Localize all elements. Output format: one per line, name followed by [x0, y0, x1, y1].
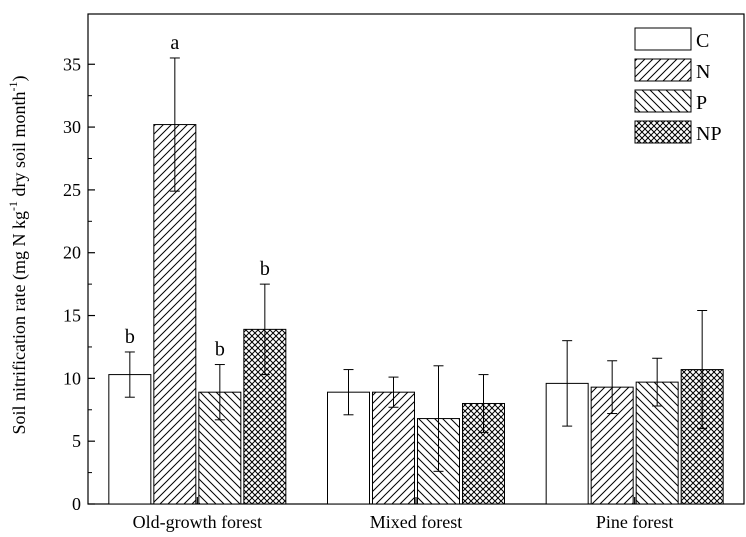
y-tick-label: 35 — [63, 54, 81, 74]
y-axis-label-main: Soil nitrification rate (mg N kg — [9, 211, 30, 434]
y-axis: 0 5 10 15 20 25 30 35 — [63, 54, 95, 514]
y-tick-label: 20 — [63, 243, 81, 263]
y-tick-label: 25 — [63, 180, 81, 200]
significance-letter: b — [125, 326, 135, 348]
x-category-label: Mixed forest — [370, 512, 462, 532]
y-axis-label-end: ) — [9, 76, 30, 82]
x-category-label: Pine forest — [596, 512, 673, 532]
y-axis-label: Soil nitrification rate (mg N kg-1 dry s… — [6, 76, 30, 435]
y-tick-label: 5 — [72, 431, 81, 451]
y-tick-label: 15 — [63, 306, 81, 326]
legend-swatch — [634, 58, 692, 82]
legend-swatch — [634, 89, 692, 113]
y-tick-label: 10 — [63, 368, 81, 388]
y-axis-label-sup2: -1 — [6, 82, 20, 92]
significance-letter: b — [215, 339, 225, 361]
x-axis: Old-growth forest Mixed forest Pine forest — [133, 497, 673, 532]
legend-label: P — [696, 92, 707, 114]
legend-label: C — [696, 30, 709, 52]
bar — [372, 391, 415, 505]
significance-labels-group: b a b b — [125, 32, 270, 361]
bars-group — [108, 124, 724, 505]
legend-label: N — [696, 61, 710, 83]
significance-letter: b — [260, 258, 270, 280]
y-tick-label: 0 — [72, 494, 81, 514]
y-axis-label-sup1: -1 — [6, 201, 20, 211]
x-category-label: Old-growth forest — [133, 512, 262, 532]
legend-swatch — [634, 27, 692, 51]
significance-letter: a — [170, 32, 179, 54]
legend-swatch — [634, 120, 692, 144]
legend-label: NP — [696, 123, 722, 145]
y-tick-label: 30 — [63, 117, 81, 137]
error-bars-group — [124, 57, 708, 472]
bar — [327, 391, 370, 505]
y-axis-label-mid: dry soil month — [9, 92, 29, 202]
